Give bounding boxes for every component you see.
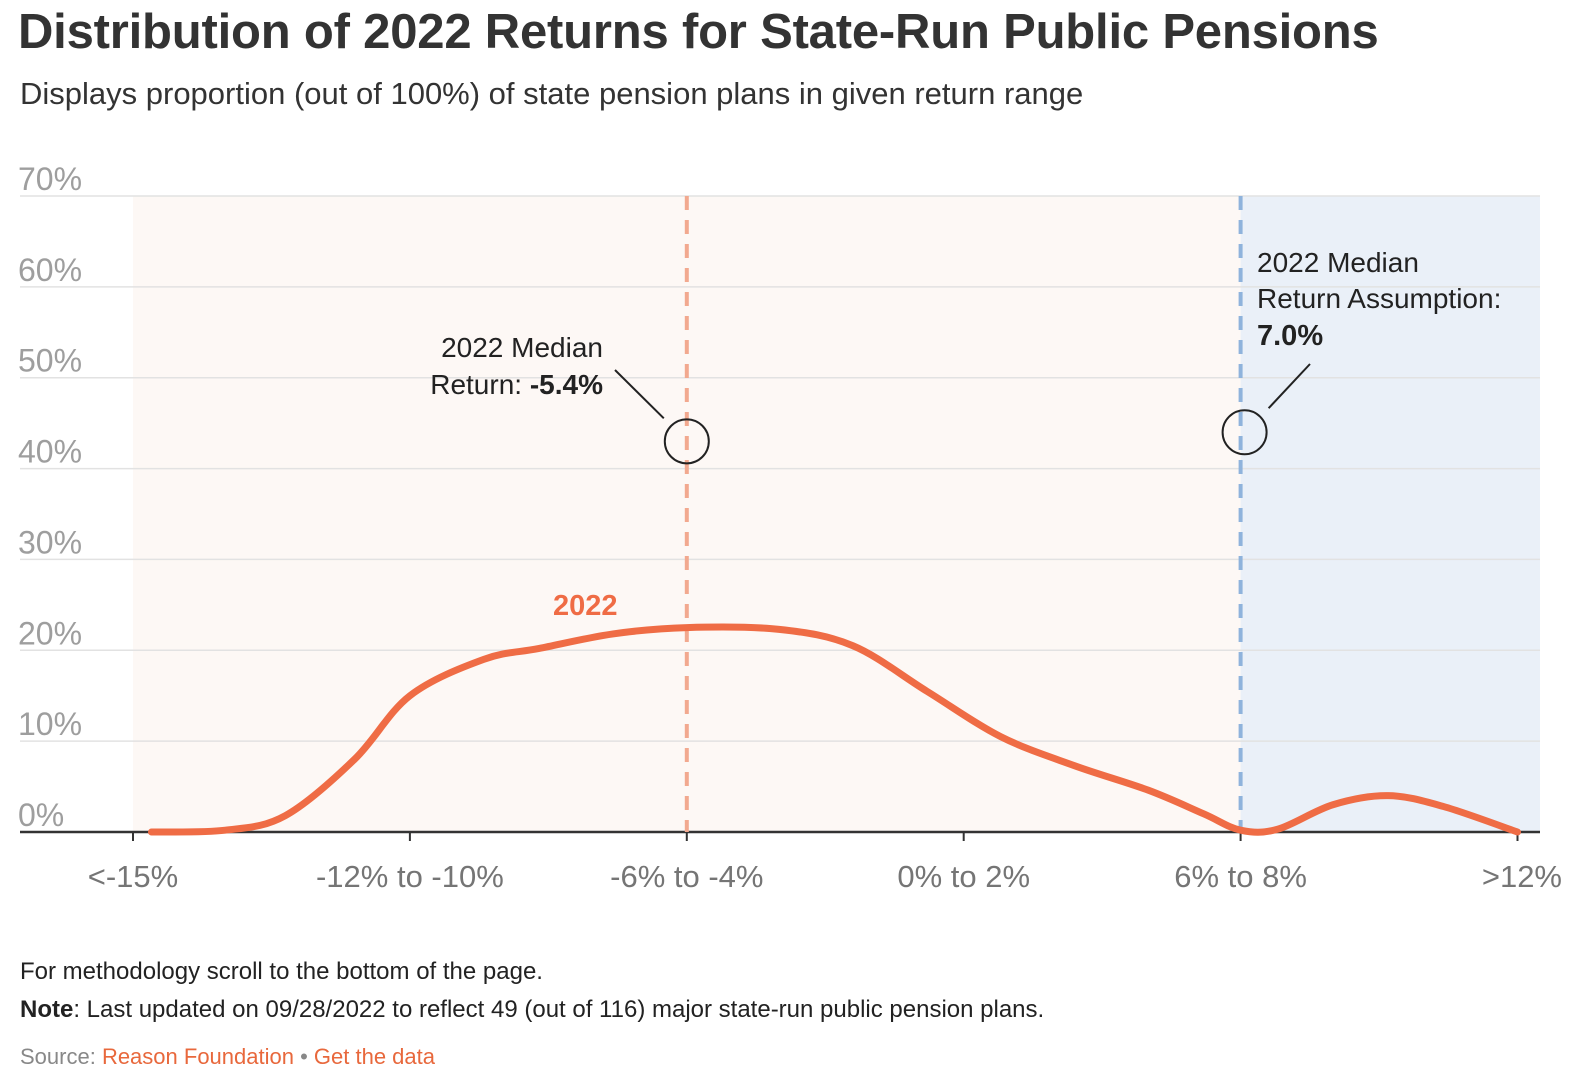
note-label: Note xyxy=(20,996,74,1023)
get-data-link[interactable]: Get the data xyxy=(313,1044,435,1069)
x-tick-label: >12% xyxy=(1482,859,1562,894)
y-tick-label: 30% xyxy=(18,524,82,560)
chart-title: Distribution of 2022 Returns for State-R… xyxy=(18,5,1379,59)
chart-subtitle: Displays proportion (out of 100%) of sta… xyxy=(20,76,1084,111)
x-tick-label: <-15% xyxy=(88,859,178,894)
source-label: Source: xyxy=(20,1044,102,1069)
assumption-connector xyxy=(1267,363,1311,409)
series-line-2022 xyxy=(147,623,1521,836)
source-separator: • xyxy=(293,1044,314,1069)
assumption-value: 7.0% xyxy=(1257,320,1323,352)
y-tick-label: 70% xyxy=(18,161,82,197)
median-return-value: -5.4% xyxy=(530,369,603,400)
x-tick-label: -6% to -4% xyxy=(610,859,763,894)
median-return-label-prefix: Return: xyxy=(430,369,530,400)
source-line: Source: Reason Foundation • Get the data xyxy=(20,1044,435,1070)
y-tick-label: 10% xyxy=(18,706,82,742)
x-tick-label: -12% to -10% xyxy=(316,859,504,894)
methodology-text: For methodology scroll to the bottom of … xyxy=(20,958,543,985)
y-tick-label: 40% xyxy=(18,434,82,470)
source-link[interactable]: Reason Foundation xyxy=(101,1044,294,1069)
median-return-connector xyxy=(614,369,665,420)
note-text: Note: Last updated on 09/28/2022 to refl… xyxy=(20,996,1044,1024)
median-return-label-line1: 2022 Median xyxy=(441,332,603,363)
y-tick-label: 60% xyxy=(18,252,82,288)
y-tick-label: 20% xyxy=(18,615,82,651)
median-return-marker xyxy=(663,418,710,465)
assumption-label-line1: 2022 Median xyxy=(1257,247,1419,278)
note-body: : Last updated on 09/28/2022 to reflect … xyxy=(73,996,1045,1023)
y-tick-label: 50% xyxy=(18,343,82,379)
shaded-region-1 xyxy=(1240,196,1540,832)
x-tick-label: 0% to 2% xyxy=(897,859,1030,894)
y-tick-label: 0% xyxy=(18,797,64,833)
series-label-2022: 2022 xyxy=(553,590,618,622)
assumption-marker xyxy=(1221,409,1268,456)
assumption-label-line2: Return Assumption: xyxy=(1257,283,1501,314)
chart: 0% 10% 20% 30% 40% 50% 60% 70% <-15% -12% to -10%… xyxy=(18,161,1562,894)
median-return-label-line2: Return: -5.4% xyxy=(430,369,603,400)
x-tick-label: 6% to 8% xyxy=(1174,859,1307,894)
